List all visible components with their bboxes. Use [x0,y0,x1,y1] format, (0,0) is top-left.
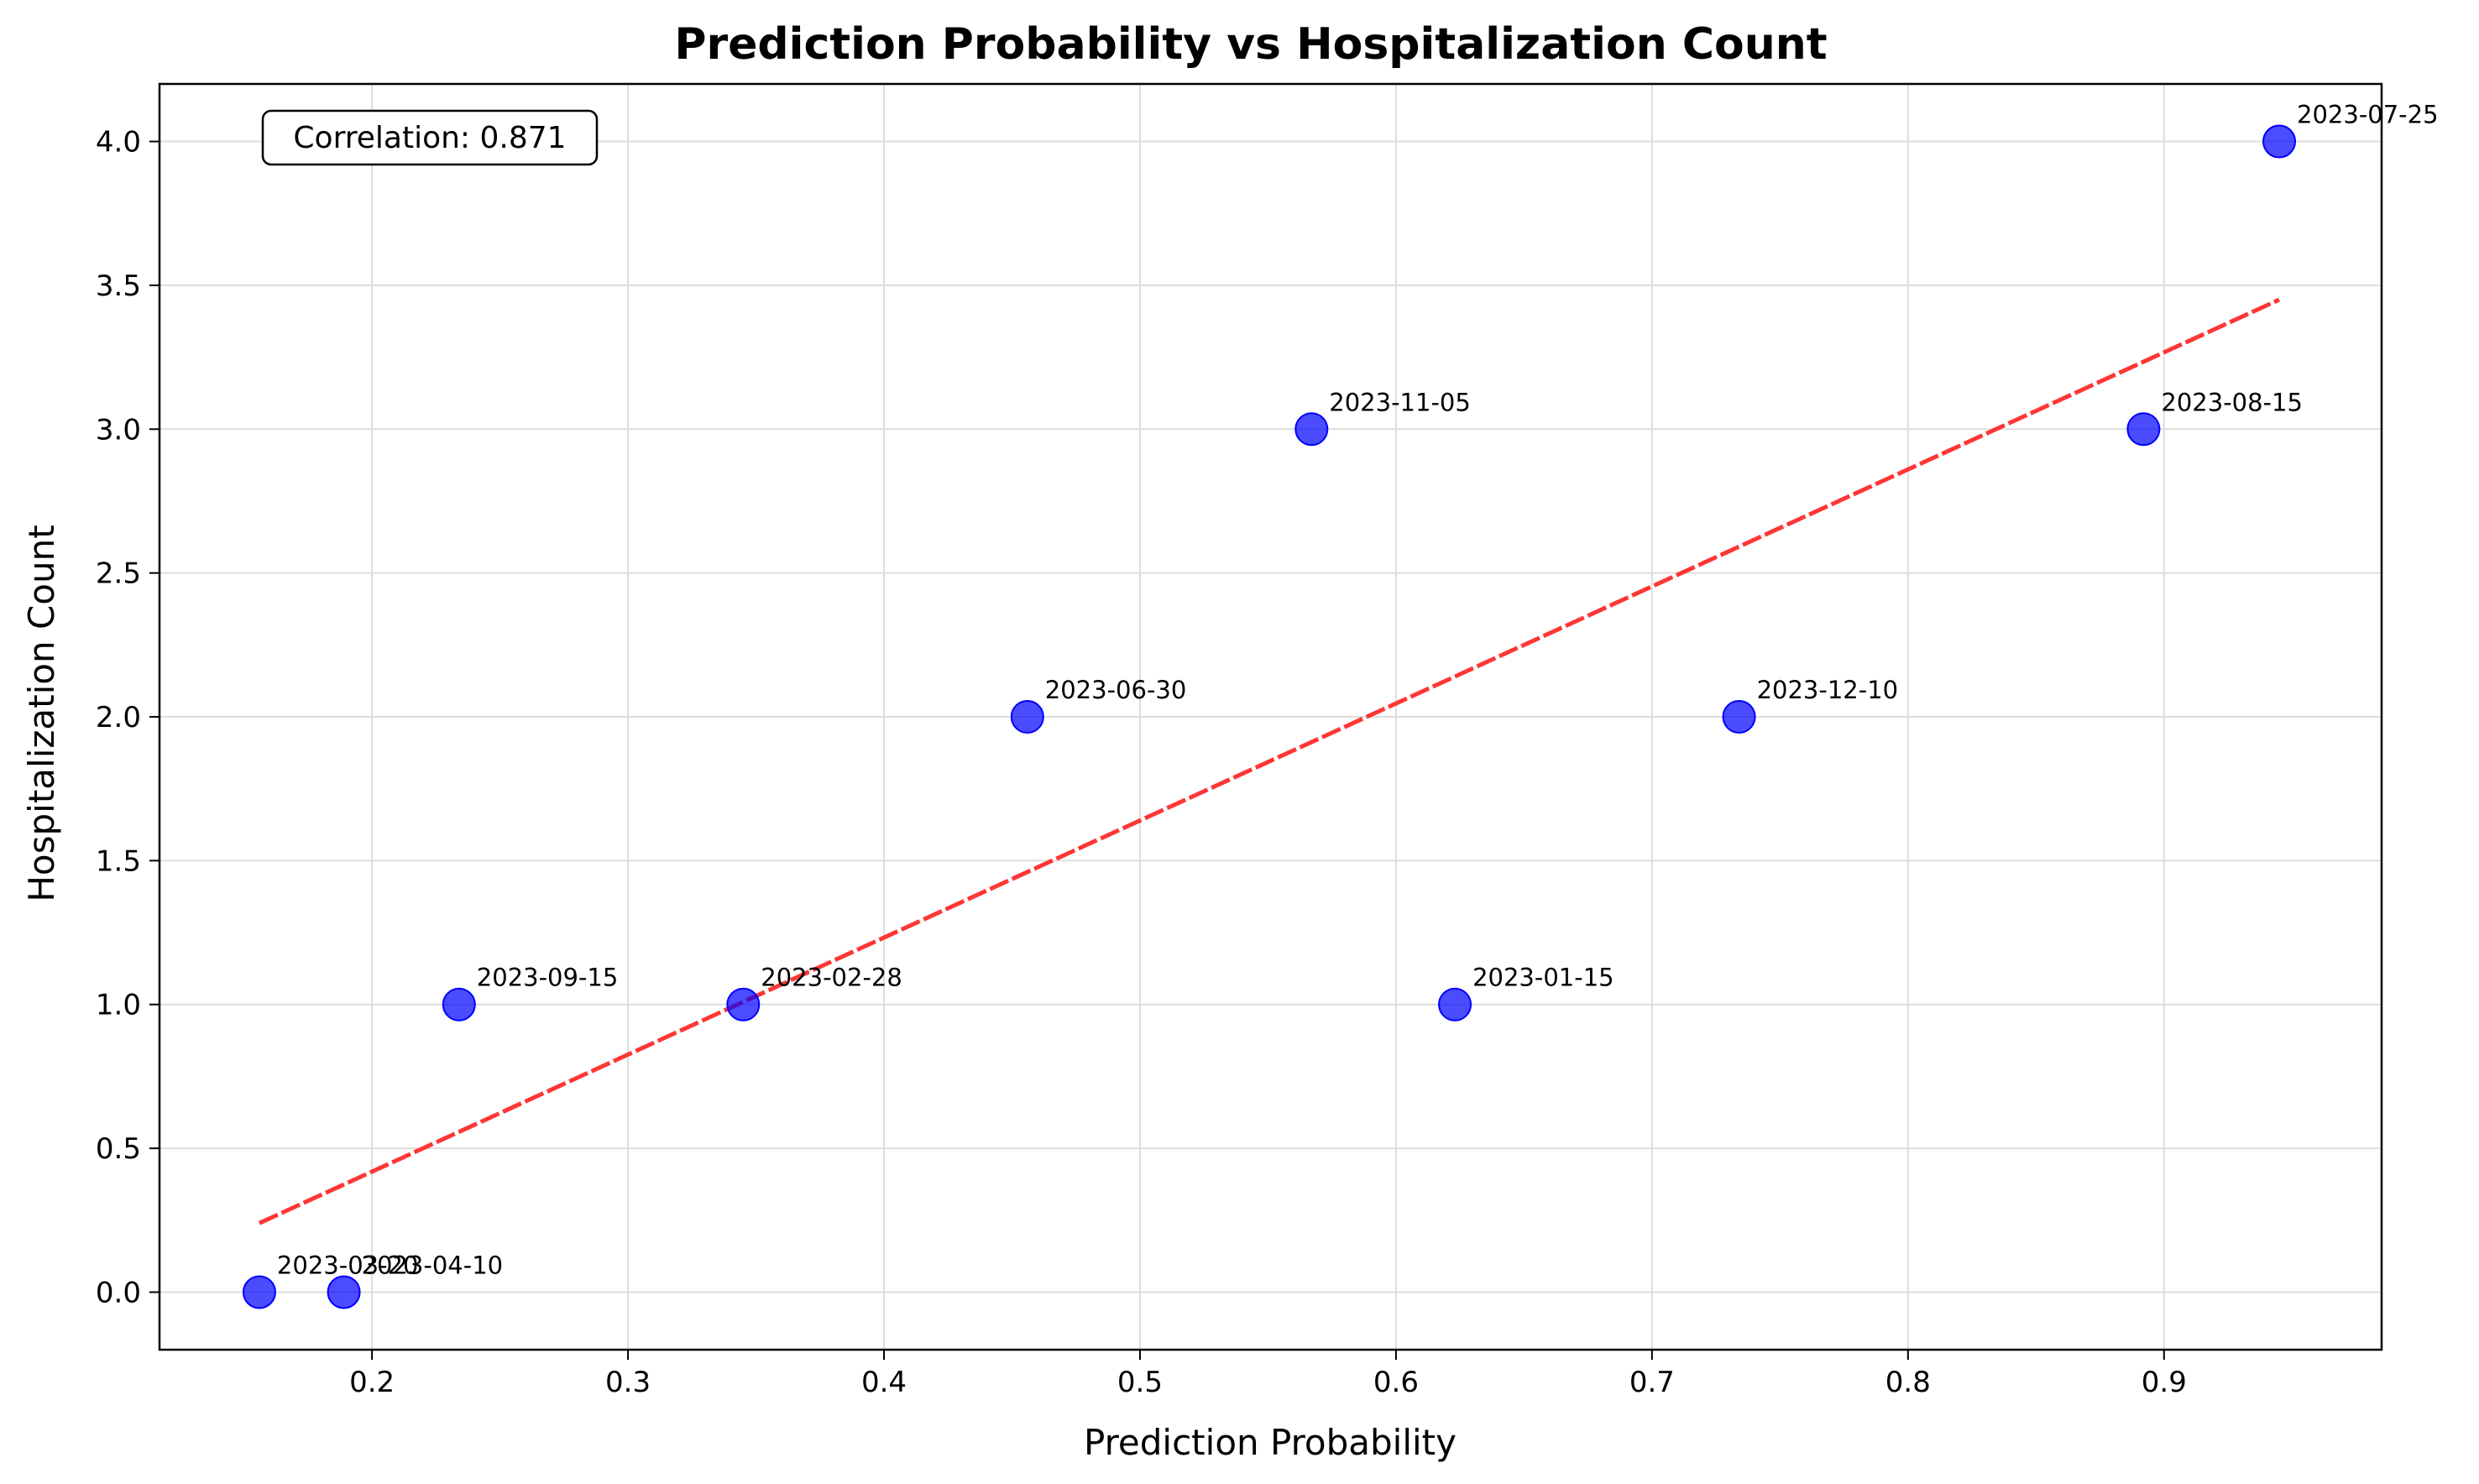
data-point [242,1275,276,1309]
trendline [258,297,2281,1225]
data-point [327,1275,361,1309]
y-axis-ticks: 0.0 0.5 1.0 1.5 2.0 2.5 3.0 3.5 4.0 [96,126,160,1309]
data-point [1010,700,1044,734]
data-point-label: 2023-01-15 [1472,964,1614,992]
data-point [2262,124,2297,159]
y-tick-label: 1.5 [96,844,141,878]
chart-title: Prediction Probability vs Hospitalizatio… [674,19,1827,70]
grid [160,84,2382,1350]
x-tick-label: 0.6 [1373,1366,1419,1399]
x-tick-label: 0.8 [1885,1366,1931,1399]
data-point [1294,412,1329,447]
y-axis-label: Hospitalization Count [21,525,62,901]
data-point-label: 2023-11-05 [1329,388,1471,416]
x-tick-label: 0.7 [1629,1366,1675,1399]
y-tick-label: 0.0 [96,1276,141,1309]
data-point-label: 2023-06-30 [1045,676,1187,704]
data-point-label: 2023-04-10 [362,1251,504,1279]
data-point-label: 2023-02-28 [761,964,902,992]
data-point [2126,412,2161,447]
data-point-label: 2023-08-15 [2161,388,2303,416]
data-point [1438,987,1472,1022]
x-axis-ticks: 0.2 0.3 0.4 0.5 0.6 0.7 0.8 0.9 [349,1350,2187,1399]
trendline-layer [258,297,2281,1225]
x-tick-label: 0.2 [349,1366,395,1399]
x-tick-label: 0.3 [605,1366,651,1399]
data-point-label: 2023-12-10 [1757,676,1899,704]
y-tick-label: 2.5 [96,557,141,591]
x-axis-label: Prediction Probability [1084,1422,1457,1463]
y-tick-label: 2.0 [96,701,141,734]
data-point-label: 2023-03-20 [277,1251,419,1279]
correlation-box [261,109,599,166]
point-labels-layer: 2023-01-15 2023-02-28 2023-03-202023-04-10… [277,101,2439,1280]
x-tick-label: 0.9 [2142,1366,2187,1399]
data-point-label: 2023-09-15 [477,964,619,992]
data-point [726,987,761,1022]
x-tick-label: 0.4 [861,1366,907,1399]
y-tick-label: 3.0 [96,413,141,447]
y-tick-label: 3.5 [96,269,141,303]
points-layer [242,124,2297,1309]
y-tick-label: 4.0 [96,126,141,159]
data-point-label: 2023-07-25 [2297,101,2439,129]
correlation-text: Correlation: 0.871 [293,121,566,155]
correlation-annotation: Correlation: 0.871 [261,109,599,166]
y-tick-label: 1.0 [96,989,141,1022]
x-tick-label: 0.5 [1117,1366,1163,1399]
y-tick-label: 0.5 [96,1132,141,1166]
data-point [442,987,476,1022]
data-point [1722,700,1756,734]
